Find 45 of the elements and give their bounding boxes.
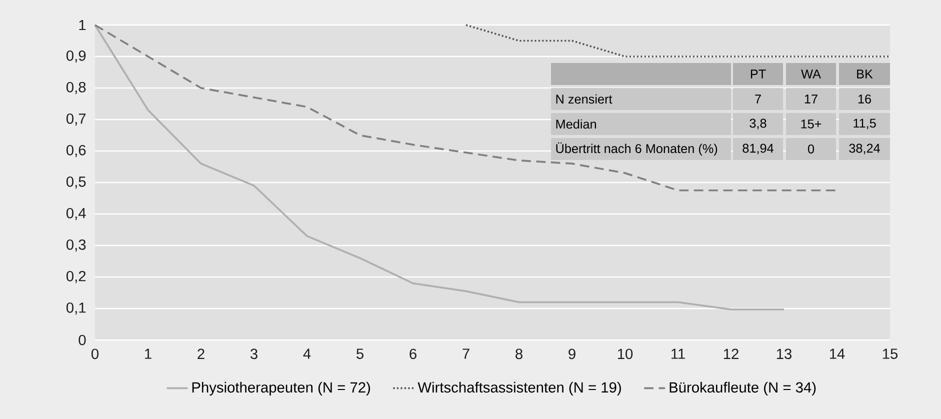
annotation: Median [556,119,596,129]
x-tick-label: 5 [356,348,364,359]
annotation: 0 [808,144,814,154]
legend-label: Bürokaufleute (N = 34) [670,382,816,396]
x-tick-label: 0 [91,348,98,360]
x-tick-label: 3 [250,348,258,360]
annotation: 7 [755,94,761,104]
annotation: 17 [804,94,818,104]
annotation: 38,24 [849,144,880,154]
annotation: WA [801,70,821,78]
annotation: 16 [858,94,871,104]
x-tick-label: 7 [462,348,470,359]
annotation: Übertritt nach 6 Monaten (%) [556,142,718,156]
annotation: PT [750,70,766,78]
x-tick-label: 4 [303,348,311,359]
x-tick-label: 13 [776,348,792,360]
x-tick-label: 10 [618,348,633,360]
x-tick-label: 12 [724,348,738,359]
x-tick-label: 9 [568,348,576,360]
y-tick-label: 0,5 [66,176,86,189]
annotation: 11,5 [854,118,876,130]
y-tick-label: 0,2 [66,270,86,284]
legend-label: Wirtschaftsassistenten (N = 19) [418,382,621,396]
y-tick-label: 0,8 [66,82,86,94]
annotation: 15+ [801,120,822,128]
x-tick-label: 8 [516,348,522,360]
y-tick-label: 0,3 [66,239,86,252]
x-tick-label: 15 [882,348,898,359]
y-tick-label: 0,7 [66,113,86,126]
annotation: BK [857,70,873,78]
y-tick-label: 0,6 [66,144,86,158]
x-tick-label: 14 [830,348,845,359]
y-tick-label: 1 [79,20,86,30]
legend-label: Physiotherapeuten (N = 72) [192,382,370,396]
x-tick-label: 1 [145,348,152,359]
x-tick-label: 6 [410,348,416,360]
x-tick-label: 11 [672,348,685,359]
x-tick-label: 2 [198,348,204,359]
y-tick-label: 0,9 [66,50,86,63]
annotation: 3,8 [750,118,766,130]
y-tick-label: 0 [78,334,86,346]
annotation: 81,94 [742,144,774,154]
y-tick-label: 0,4 [66,208,86,220]
y-tick-label: 0,1 [66,302,86,315]
annotation: N zensiert [556,94,612,104]
